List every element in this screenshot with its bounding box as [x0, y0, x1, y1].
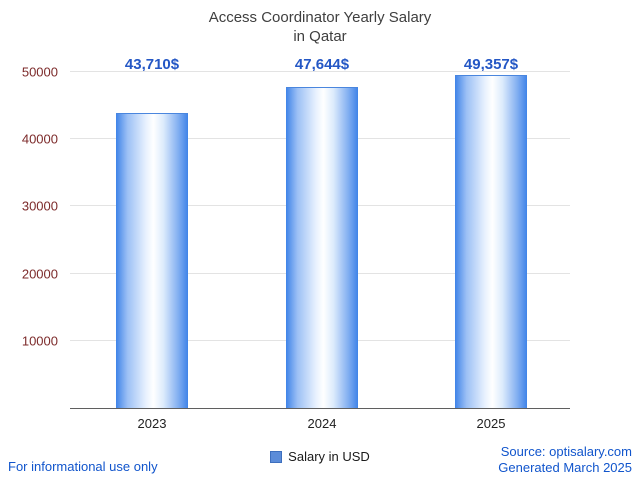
bar-2023[interactable] — [116, 113, 188, 408]
disclaimer-text: For informational use only — [8, 459, 158, 474]
y-axis: 10000 20000 30000 40000 50000 — [0, 65, 62, 408]
y-axis-tick-label: 50000 — [21, 64, 58, 80]
x-axis-label-2024: 2024 — [307, 416, 337, 431]
x-axis-label-2025: 2025 — [476, 416, 506, 431]
gridline — [70, 71, 570, 72]
y-axis-tick-label: 30000 — [21, 198, 58, 214]
y-axis-tick-label: 10000 — [21, 333, 58, 349]
chart-title-line1: Access Coordinator Yearly Salary — [208, 9, 432, 26]
x-axis-label-2023: 2023 — [137, 416, 167, 431]
chart-title-line2: in Qatar — [293, 28, 347, 45]
generated-date: Generated March 2025 — [498, 460, 632, 475]
chart-title: Access Coordinator Yearly Salary in Qata… — [0, 8, 640, 46]
value-label-2025: 49,357$ — [463, 56, 519, 73]
legend[interactable]: Salary in USD — [0, 449, 640, 464]
value-label-2023: 43,710$ — [124, 56, 180, 73]
y-axis-tick-label: 40000 — [21, 131, 58, 147]
y-axis-tick-label: 20000 — [21, 266, 58, 282]
value-label-2024: 47,644$ — [294, 56, 350, 73]
source-block: Source: optisalary.com Generated March 2… — [498, 444, 632, 476]
bar-2025[interactable] — [455, 75, 527, 408]
plot-area — [70, 71, 570, 409]
legend-label: Salary in USD — [288, 449, 370, 464]
legend-swatch-icon — [270, 450, 283, 463]
source-link[interactable]: Source: optisalary.com — [500, 444, 632, 459]
bar-2024[interactable] — [286, 86, 358, 408]
